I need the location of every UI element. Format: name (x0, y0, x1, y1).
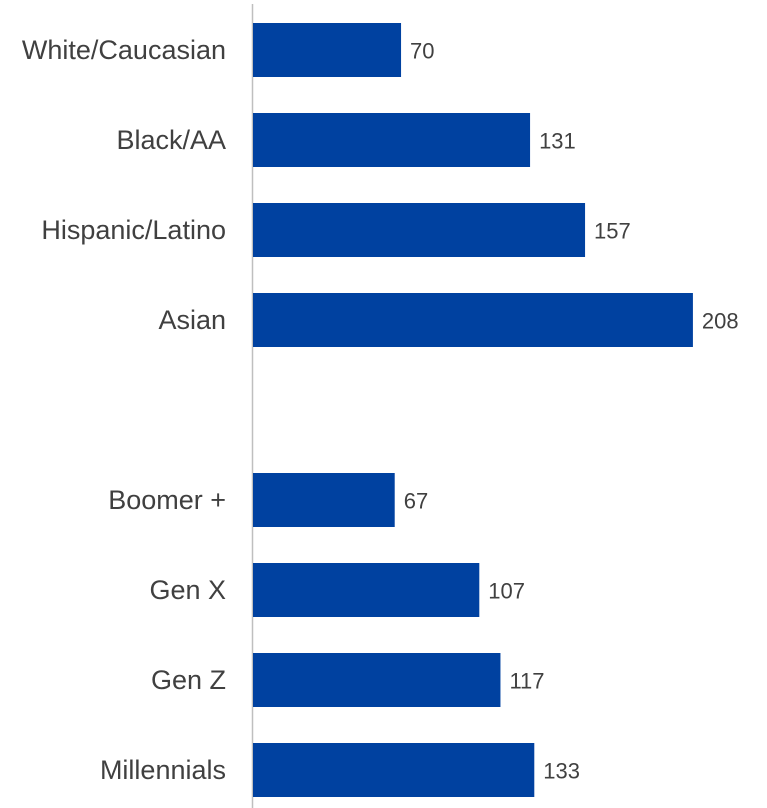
bar-series: White/Caucasian 70 Black/AA 131 Hispanic/Lat… (22, 23, 739, 797)
category-label: Hispanic/Latino (41, 215, 226, 245)
bar (253, 293, 693, 347)
category-label: Black/AA (116, 125, 226, 155)
bar (253, 203, 586, 257)
bar (253, 23, 402, 77)
category-label: White/Caucasian (22, 35, 226, 65)
data-label: 157 (594, 219, 631, 244)
category-label: Millennials (100, 755, 226, 785)
bar (253, 653, 501, 707)
data-label: 133 (543, 759, 580, 784)
data-label: 67 (404, 489, 428, 514)
bar (253, 473, 395, 527)
category-label: Gen X (149, 575, 226, 605)
data-label: 117 (509, 669, 544, 694)
data-label: 107 (488, 579, 525, 604)
data-label: 70 (410, 39, 434, 64)
bar (253, 563, 480, 617)
bar (253, 743, 535, 797)
category-label: Gen Z (151, 665, 226, 695)
data-label: 131 (539, 129, 576, 154)
category-label: Asian (158, 305, 226, 335)
bar (253, 113, 531, 167)
data-label: 208 (702, 309, 739, 334)
category-label: Boomer + (108, 485, 226, 515)
